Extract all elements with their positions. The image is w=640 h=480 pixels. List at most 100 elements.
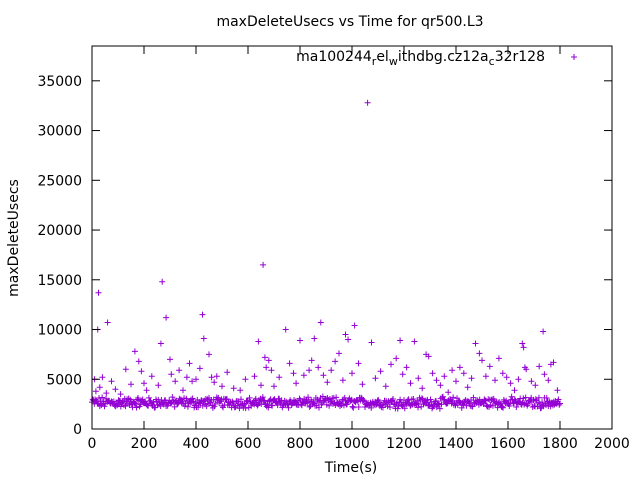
data-point <box>242 376 249 383</box>
data-point <box>242 405 249 412</box>
data-point <box>251 373 258 380</box>
data-point <box>503 374 510 381</box>
data-point <box>189 395 196 402</box>
data-point <box>372 375 379 382</box>
legend-label: ma100244relwithdbg.cz12ac32r128 <box>296 49 545 68</box>
data-point <box>265 404 272 411</box>
data-point <box>500 404 507 411</box>
data-point <box>499 403 506 410</box>
legend-label-part: el <box>376 49 389 65</box>
data-point <box>453 378 459 385</box>
data-point <box>333 394 340 401</box>
data-point <box>293 380 300 387</box>
data-point <box>159 278 166 285</box>
x-tick-label: 1800 <box>542 436 578 452</box>
data-point <box>419 385 426 392</box>
data-point <box>172 378 179 385</box>
data-point <box>555 396 562 403</box>
data-point <box>171 403 178 410</box>
data-point <box>458 404 465 411</box>
data-point <box>450 394 457 401</box>
data-point <box>433 377 440 384</box>
data-point <box>519 340 526 347</box>
data-point <box>349 370 355 377</box>
data-point <box>259 394 266 401</box>
data-point <box>199 311 206 318</box>
data-point <box>286 360 293 367</box>
data-point <box>167 356 173 363</box>
data-point <box>163 314 170 321</box>
data-point <box>108 378 115 385</box>
data-point <box>364 99 371 106</box>
x-axis-tick-labels: 0 200 400 600 800 1000 1200 1400 1600 1800 2000 <box>88 436 630 452</box>
data-point <box>290 370 297 377</box>
data-point <box>513 403 520 410</box>
data-point <box>186 360 193 367</box>
x-tick-label: 1000 <box>334 436 370 452</box>
data-point <box>403 364 410 371</box>
data-point <box>550 359 557 366</box>
data-point <box>342 331 349 338</box>
data-point <box>193 376 199 383</box>
data-point <box>344 401 351 408</box>
data-point <box>407 380 414 387</box>
y-tick-label: 35000 <box>37 74 82 90</box>
data-point <box>305 394 312 401</box>
data-point <box>200 335 207 342</box>
data-point <box>258 382 264 389</box>
data-point <box>300 372 307 379</box>
data-point <box>113 402 120 409</box>
data-point <box>181 402 188 409</box>
data-point <box>317 319 324 326</box>
data-point <box>393 355 400 362</box>
data-point <box>508 393 515 400</box>
data-point <box>237 396 244 403</box>
data-point <box>138 368 145 375</box>
data-point <box>261 354 268 361</box>
data-point <box>339 377 346 384</box>
data-point <box>360 396 367 403</box>
data-point <box>345 336 352 343</box>
data-point <box>441 373 448 380</box>
data-point <box>224 369 231 376</box>
data-point <box>122 366 129 373</box>
data-point <box>349 403 356 410</box>
data-point <box>472 340 479 347</box>
data-point <box>230 385 237 392</box>
data-point <box>183 374 190 381</box>
data-point <box>92 388 99 395</box>
data-point <box>425 353 432 360</box>
data-point <box>103 390 110 397</box>
data-point <box>268 367 275 374</box>
legend-marker <box>571 54 577 60</box>
y-axis-ticks <box>92 80 612 430</box>
data-point <box>390 395 397 402</box>
data-point <box>104 319 111 326</box>
data-point <box>131 348 138 355</box>
data-point <box>260 397 267 404</box>
legend-label-subscript: w <box>389 55 398 68</box>
y-tick-label: 25000 <box>37 173 82 189</box>
data-point <box>141 380 147 387</box>
data-point <box>480 401 487 408</box>
data-point <box>128 381 134 388</box>
data-point <box>114 401 121 408</box>
y-tick-label: 15000 <box>37 273 82 289</box>
y-tick-label: 20000 <box>37 223 82 239</box>
data-point <box>511 387 518 394</box>
data-point <box>486 363 493 370</box>
y-axis-label: maxDeleteUsecs <box>6 179 22 297</box>
data-point <box>99 374 106 381</box>
data-point <box>169 394 176 401</box>
data-point <box>449 367 456 374</box>
data-point <box>394 405 401 412</box>
data-point <box>135 358 142 365</box>
data-point <box>523 366 530 373</box>
data-point <box>368 339 375 346</box>
data-point <box>557 400 563 407</box>
data-point <box>231 404 238 411</box>
legend-marker-glyph <box>571 54 577 60</box>
data-point <box>213 373 220 380</box>
data-point <box>497 400 504 407</box>
data-point <box>429 370 436 377</box>
